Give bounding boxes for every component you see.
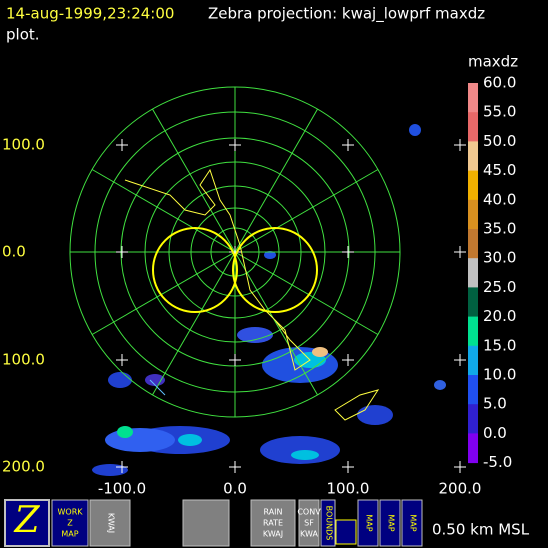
button[interactable] (357, 499, 379, 547)
x-label: 100.0 (327, 480, 370, 498)
colorbar-label: 40.0 (483, 190, 516, 208)
colorbar-segment (468, 83, 478, 113)
button-label: KWAJ (263, 530, 283, 539)
colorbar-segment (468, 199, 478, 230)
timestamp: 14-aug-1999,23:24:00 (6, 5, 174, 23)
x-label: -100.0 (98, 480, 146, 498)
colorbar-segment (468, 287, 478, 318)
altitude: 0.50 km MSL (432, 521, 530, 539)
button-label: RATE (263, 519, 283, 528)
colorbar-label: 15.0 (483, 336, 516, 354)
button-label: KWAJ (107, 513, 116, 533)
title-end: plot. (6, 26, 40, 44)
range-grid (69, 86, 466, 473)
colorbar-segment (468, 229, 478, 259)
colorbar-label: 5.0 (483, 395, 507, 413)
colorbar-field: maxdz (468, 53, 518, 71)
button[interactable] (51, 499, 89, 547)
button[interactable] (298, 499, 320, 547)
button-label: SF (304, 519, 314, 528)
button-label: BOUNDS (325, 506, 334, 541)
colorbar-label: 20.0 (483, 307, 516, 325)
colorbar-label: 10.0 (483, 366, 516, 384)
colorbar-segment (468, 170, 478, 201)
button[interactable] (335, 519, 357, 545)
colorbar-label: 60.0 (483, 74, 516, 92)
button-label: MAP (61, 530, 78, 539)
colorbar-label: 25.0 (483, 278, 516, 296)
colorbar-segment (468, 375, 478, 405)
colorbar-segment (468, 316, 478, 347)
y-label: 100.0 (2, 351, 45, 369)
button-label: MAP (409, 514, 418, 531)
button-label: RAIN (263, 508, 282, 517)
colorbar-label: 35.0 (483, 220, 516, 238)
colorbar-label: 50.0 (483, 132, 516, 150)
button-label: WORK (57, 508, 83, 517)
colorbar-segment (468, 345, 478, 376)
button[interactable] (89, 499, 131, 547)
button-label: KWA (300, 530, 318, 539)
colorbar-segment (468, 141, 478, 172)
button[interactable] (401, 499, 423, 547)
colorbar-segment (468, 258, 478, 288)
button[interactable] (250, 499, 296, 547)
y-label: 100.0 (2, 136, 45, 154)
colorbar-label: 30.0 (483, 249, 516, 267)
colorbar-label: 55.0 (483, 103, 516, 121)
button[interactable] (320, 499, 336, 547)
y-label: 0.0 (2, 243, 26, 261)
button[interactable] (379, 499, 401, 547)
colorbar-label: 0.0 (483, 424, 507, 442)
button[interactable] (182, 499, 230, 547)
button-label: MAP (365, 514, 374, 531)
colorbar-segment (468, 404, 478, 434)
button-label: MAP (387, 514, 396, 531)
colorbar-segment (468, 433, 478, 464)
x-label: 200.0 (439, 480, 482, 498)
title: Zebra projection: kwaj_lowprf maxdz (208, 5, 485, 24)
button[interactable] (4, 499, 50, 547)
colorbar-label: 45.0 (483, 161, 516, 179)
button-label: CONV (297, 508, 321, 517)
z-icon: Z (13, 500, 40, 541)
antenna-pattern (152, 227, 318, 313)
colorbar: 60.0 55.0 50.0 45.0 40.0 35.0 30.0 25.0 20.0 15.0… (468, 74, 516, 471)
radar-echoes (92, 124, 446, 476)
toolbar: ZWORKZMAPKWAJWORKZMAPRAINRATEKWAJCONVSFK… (0, 498, 548, 548)
button-label: Z (67, 519, 73, 528)
colorbar-segment (468, 112, 478, 142)
x-label: 0.0 (223, 480, 247, 498)
colorbar-label: -5.0 (483, 453, 512, 471)
coastlines (124, 168, 380, 421)
y-label: 200.0 (2, 458, 45, 476)
